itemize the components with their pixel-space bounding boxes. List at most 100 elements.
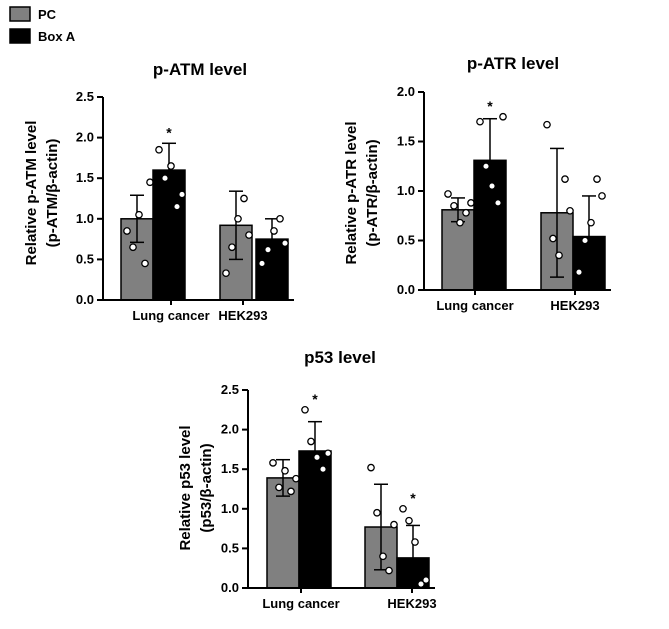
y-tick-label: 2.0: [221, 422, 239, 437]
data-point: [270, 227, 278, 235]
x-tick-label: Lung cancer: [132, 308, 209, 323]
data-point: [178, 190, 186, 199]
chart-title: p-ATR level: [467, 54, 559, 73]
data-point: [155, 145, 163, 154]
data-point: [324, 449, 332, 458]
significance-star: *: [312, 391, 318, 407]
significance-star: *: [410, 490, 416, 506]
data-point: [167, 162, 175, 170]
significance-star: *: [166, 124, 172, 140]
y-axis-label-line2: (p53/β-actin): [198, 443, 215, 532]
y-tick-label: 0.0: [221, 580, 239, 595]
data-point: [275, 483, 283, 492]
chart-title: p53 level: [304, 348, 376, 367]
data-point: [373, 508, 381, 517]
data-point: [173, 202, 181, 211]
y-axis-label-line1: Relative p53 level: [177, 425, 194, 550]
data-point: [390, 520, 398, 529]
chart-p53: p53 level Relative p53 level (p53/β-acti…: [177, 348, 437, 611]
y-tick-label: 2.5: [76, 89, 94, 104]
data-point: [543, 120, 551, 129]
data-point: [264, 245, 272, 254]
y-axis-label-line1: Relative p-ATR level: [343, 121, 360, 264]
data-point: [467, 199, 475, 207]
data-point: [444, 190, 452, 198]
y-tick-label: 2.5: [221, 382, 239, 397]
data-point: [287, 487, 295, 496]
data-point: [555, 251, 563, 260]
y-tick-label: 1.5: [76, 170, 94, 185]
data-point: [566, 206, 574, 215]
data-point: [499, 112, 507, 121]
data-point: [135, 210, 143, 219]
x-tick-label: HEK293: [550, 298, 599, 313]
data-point: [405, 516, 413, 525]
data-point: [276, 214, 284, 223]
data-point: [319, 465, 327, 474]
data-point: [292, 474, 300, 483]
data-point: [129, 243, 137, 252]
data-point: [450, 202, 458, 210]
y-tick-label: 1.5: [221, 461, 239, 476]
y-axis-label-line2: (p-ATR/β-actin): [364, 139, 381, 246]
data-point: [456, 218, 464, 227]
data-point: [462, 208, 470, 217]
data-point: [245, 231, 253, 239]
data-point: [587, 218, 595, 227]
y-tick-label: 1.0: [76, 211, 94, 226]
x-tick-label: HEK293: [218, 308, 267, 323]
data-point: [482, 162, 490, 171]
data-point: [494, 199, 502, 207]
data-point: [234, 214, 242, 223]
chart-patr: p-ATR level Relative p-ATR level (p-ATR/…: [343, 54, 611, 313]
y-tick-label: 0.0: [397, 282, 415, 297]
data-point: [146, 178, 154, 187]
data-point: [575, 268, 583, 277]
y-tick-label: 2.0: [76, 130, 94, 145]
data-point: [411, 538, 419, 546]
data-point: [422, 576, 430, 584]
bar-box-a-0: [473, 159, 507, 291]
y-tick-label: 1.0: [397, 183, 415, 198]
data-point: [581, 236, 589, 245]
data-point: [161, 174, 169, 183]
legend: PC Box A: [9, 6, 76, 44]
y-axis-label-line2: (p-ATM/β-actin): [44, 139, 61, 248]
data-point: [228, 243, 236, 252]
data-point: [141, 259, 149, 268]
y-tick-label: 2.0: [397, 84, 415, 99]
data-point: [593, 175, 601, 183]
chart-patm: p-ATM level Relative p-ATM level (p-ATM/…: [23, 60, 294, 323]
x-tick-label: Lung cancer: [262, 596, 339, 611]
legend-label-pc: PC: [38, 7, 57, 22]
data-point: [476, 117, 484, 126]
data-point: [281, 239, 289, 248]
data-point: [488, 182, 496, 190]
data-point: [385, 566, 393, 575]
data-point: [379, 552, 387, 561]
significance-star: *: [487, 98, 493, 114]
data-point: [258, 259, 266, 268]
chart-title: p-ATM level: [153, 60, 247, 79]
data-point: [269, 459, 277, 467]
data-point: [598, 192, 606, 200]
y-tick-label: 0.5: [397, 233, 415, 248]
y-tick-label: 0.0: [76, 292, 94, 307]
data-point: [222, 269, 230, 278]
y-tick-label: 0.5: [221, 540, 239, 555]
x-tick-label: HEK293: [387, 596, 436, 611]
y-tick-label: 0.5: [76, 251, 94, 266]
data-point: [399, 504, 407, 513]
legend-swatch-boxa: [9, 28, 31, 44]
legend-label-boxa: Box A: [38, 29, 76, 44]
y-tick-label: 1.0: [221, 501, 239, 516]
data-point: [240, 194, 248, 203]
data-point: [561, 175, 569, 183]
y-tick-label: 1.5: [397, 134, 415, 149]
y-axis-label-line1: Relative p-ATM level: [23, 121, 40, 266]
data-point: [307, 437, 315, 446]
data-point: [367, 463, 375, 472]
x-tick-label: Lung cancer: [436, 298, 513, 313]
data-point: [313, 453, 321, 462]
